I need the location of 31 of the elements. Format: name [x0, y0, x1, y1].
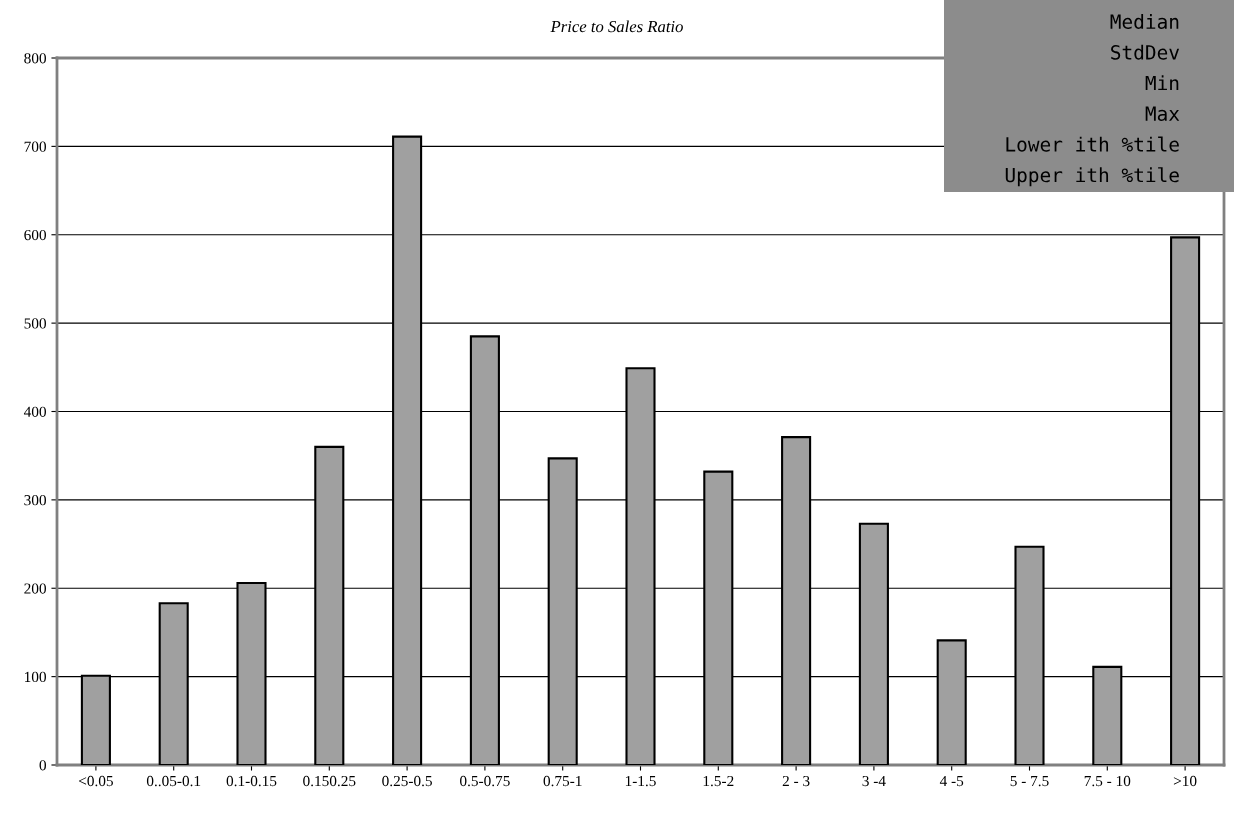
x-tick-label: >10 — [1173, 775, 1197, 787]
annotation: StdDev — [1111, 44, 1180, 60]
y-tick-label: 100 — [25, 671, 46, 683]
y-tick-label: 0 — [39, 760, 46, 771]
y-tick-label: 500 — [24, 318, 46, 329]
x-tick-label: 1.5-2 — [703, 775, 734, 787]
x-tick-label: 4 -5 — [939, 775, 964, 787]
x-tick-label: 0.1-0.15 — [226, 775, 277, 787]
y-tick-label: 300 — [24, 495, 46, 506]
y-tick-label: 400 — [23, 406, 46, 417]
annotation: Upper ith %tile — [1005, 167, 1179, 187]
x-tick-label: 0..05-0.1 — [146, 775, 201, 787]
x-tick-label: 0.75-1 — [543, 775, 582, 787]
x-tick-label: 5 - 7.5 — [1010, 776, 1049, 787]
x-tick-label: 0.25-0.5 — [382, 775, 432, 787]
x-tick-label: 0.150.25 — [303, 775, 356, 787]
y-tick-label: 800 — [24, 53, 46, 64]
x-tick-label: 2 - 3 — [782, 775, 810, 787]
x-tick-label: 1-1.5 — [625, 775, 656, 787]
y-tick-label: 200 — [24, 583, 46, 594]
text: Median — [1110, 13, 1179, 30]
annotation: Max — [1145, 106, 1180, 122]
annotation: Min — [1145, 75, 1179, 91]
chart-title: Price to Sales Ratio — [550, 20, 683, 33]
x-tick-label: 3 -4 — [862, 775, 886, 787]
x-tick-label: <0.05 — [78, 775, 113, 787]
x-tick-label: 0.5-0.75 — [460, 775, 510, 787]
annotation: Lower ith %tile — [1006, 136, 1179, 152]
y-tick-label: 600 — [24, 229, 46, 241]
x-tick-label: 7.5 - 10 — [1084, 775, 1131, 787]
y-tick-label: 700 — [24, 141, 46, 152]
